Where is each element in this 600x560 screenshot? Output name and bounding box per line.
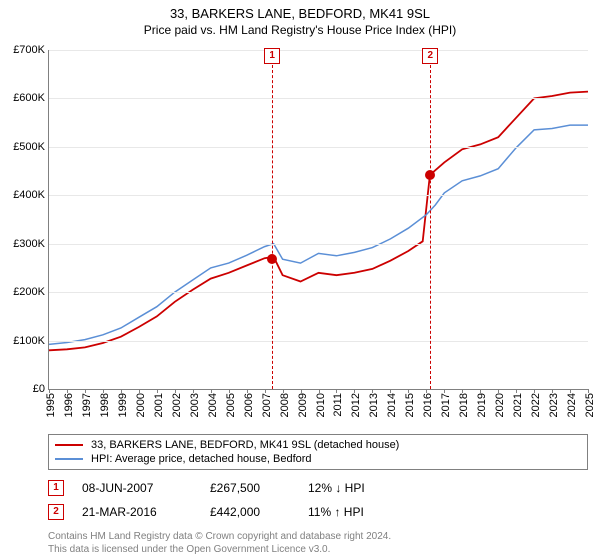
series-line-property [49,92,588,351]
sales-row: 1 08-JUN-2007 £267,500 12% ↓ HPI [48,476,588,500]
x-axis-label: 2016 [422,393,434,417]
y-gridline [49,147,588,148]
legend-swatch [55,458,83,460]
x-axis-label: 1996 [63,393,75,417]
sales-marker-badge: 1 [48,480,64,496]
plot-area: £0£100K£200K£300K£400K£500K£600K£700K199… [48,50,588,390]
x-axis-label: 1997 [81,393,93,417]
x-axis-label: 2019 [476,393,488,417]
event-marker-point [425,170,435,180]
y-axis-label: £500K [13,141,45,153]
y-axis-label: £300K [13,238,45,250]
legend: 33, BARKERS LANE, BEDFORD, MK41 9SL (det… [48,434,588,470]
x-axis-label: 2021 [512,393,524,417]
event-marker-line [272,50,273,389]
legend-swatch [55,444,83,446]
legend-item: HPI: Average price, detached house, Bedf… [55,452,581,466]
x-axis-label: 1999 [117,393,129,417]
x-axis-label: 2011 [332,393,344,417]
event-marker-badge: 1 [264,48,280,64]
sales-delta-vs-hpi: 12% ↓ HPI [308,481,408,495]
sales-price: £267,500 [210,481,290,495]
chart-title: 33, BARKERS LANE, BEDFORD, MK41 9SL [0,6,600,21]
y-axis-label: £700K [13,44,45,56]
x-axis-label: 2022 [530,393,542,417]
y-gridline [49,98,588,99]
attribution-footer: Contains HM Land Registry data © Crown c… [48,530,588,556]
title-block: 33, BARKERS LANE, BEDFORD, MK41 9SL Pric… [0,0,600,37]
y-axis-label: £400K [13,189,45,201]
x-axis-label: 2003 [189,393,201,417]
x-axis-label: 2020 [494,393,506,417]
sales-date: 08-JUN-2007 [82,481,192,495]
x-axis-label: 2023 [548,393,560,417]
x-axis-label: 2018 [458,393,470,417]
event-marker-line [430,50,431,389]
event-marker-point [267,254,277,264]
series-line-hpi [49,125,588,344]
y-gridline [49,292,588,293]
footer-line-2: This data is licensed under the Open Gov… [48,543,588,556]
x-axis-label: 2002 [171,393,183,417]
x-axis-label: 2006 [243,393,255,417]
x-axis-label: 2017 [440,393,452,417]
event-marker-badge: 2 [422,48,438,64]
sales-table: 1 08-JUN-2007 £267,500 12% ↓ HPI 2 21-MAR-201… [48,476,588,524]
x-axis-label: 1998 [99,393,111,417]
footer-line-1: Contains HM Land Registry data © Crown c… [48,530,588,543]
sales-delta-vs-hpi: 11% ↑ HPI [308,505,408,519]
y-axis-label: £0 [33,383,45,395]
sales-marker-badge: 2 [48,504,64,520]
x-axis-label: 2015 [404,393,416,417]
y-axis-label: £200K [13,286,45,298]
sales-price: £442,000 [210,505,290,519]
x-axis-label: 2000 [135,393,147,417]
x-axis-label: 2024 [566,393,578,417]
chart-container: 33, BARKERS LANE, BEDFORD, MK41 9SL Pric… [0,0,600,560]
x-axis-label: 2007 [261,393,273,417]
legend-label: 33, BARKERS LANE, BEDFORD, MK41 9SL (det… [91,439,399,451]
sales-row: 2 21-MAR-2016 £442,000 11% ↑ HPI [48,500,588,524]
x-axis-label: 2010 [315,393,327,417]
x-axis-label: 2001 [153,393,165,417]
x-axis-label: 2005 [225,393,237,417]
x-axis-label: 2008 [279,393,291,417]
chart-subtitle: Price paid vs. HM Land Registry's House … [0,23,600,37]
y-gridline [49,50,588,51]
x-axis-label: 2013 [368,393,380,417]
x-axis-label: 2012 [350,393,362,417]
x-axis-label: 2004 [207,393,219,417]
legend-label: HPI: Average price, detached house, Bedf… [91,453,312,465]
x-axis-label: 1995 [45,393,57,417]
x-axis-label: 2009 [297,393,309,417]
y-gridline [49,244,588,245]
legend-item: 33, BARKERS LANE, BEDFORD, MK41 9SL (det… [55,438,581,452]
x-axis-label: 2025 [584,393,596,417]
y-axis-label: £600K [13,92,45,104]
x-axis-label: 2014 [386,393,398,417]
y-axis-label: £100K [13,335,45,347]
y-gridline [49,341,588,342]
sales-date: 21-MAR-2016 [82,505,192,519]
y-gridline [49,195,588,196]
chart-svg [49,50,588,389]
